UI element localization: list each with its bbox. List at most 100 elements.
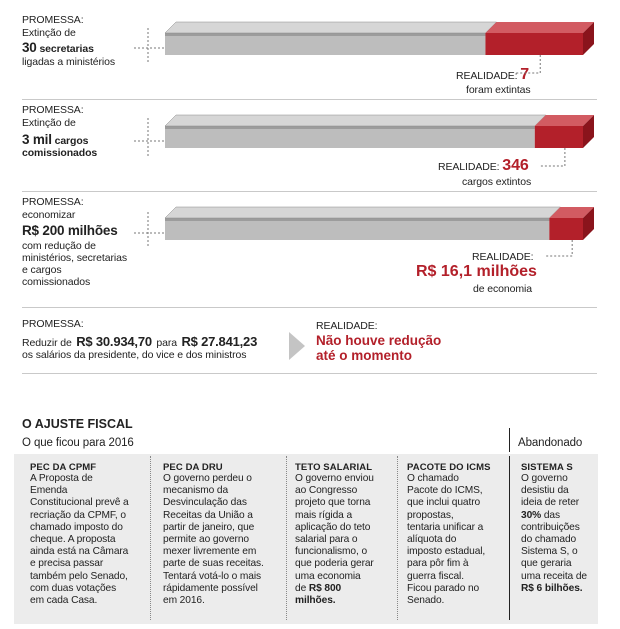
reality-bar-side-3 [583, 207, 594, 240]
col-line: Pacote do ICMS, [407, 485, 483, 497]
col-line: mais rígida a [295, 509, 353, 521]
fiscal-col-sistema-s: SISTEMA S O governo desistiu da ideia de… [521, 462, 597, 595]
salary-reality-text: Não houve redução até o momento [316, 333, 441, 363]
reality-bar-2 [534, 126, 583, 148]
reality-bar-face-3 [549, 207, 594, 218]
arrow-right-icon [289, 332, 305, 360]
col-line: mexer livremente em [163, 546, 257, 558]
fiscal-col-icms: PACOTE DO ICMS O chamado Pacote do ICMS,… [407, 462, 507, 607]
divider [22, 191, 597, 192]
col-line-highlight: de R$ 800 [295, 583, 395, 595]
col-line: funcionalismo, o [295, 546, 368, 558]
salary-reality-label: REALIDADE: [316, 320, 378, 332]
col-line: tentaria unificar a [407, 521, 484, 533]
col-line: mecanismo da [163, 485, 229, 497]
col-line: A Proposta de [30, 473, 93, 484]
divider [22, 373, 597, 374]
col-highlight: R$ 800 [308, 582, 342, 594]
col-highlight: 30% [521, 509, 542, 521]
promise3-label: PROMESSA: [22, 196, 84, 208]
divider [22, 99, 597, 100]
col-line: propostas, [407, 509, 454, 521]
salary-from: R$ 30.934,70 [76, 334, 152, 349]
col-line: partir de janeiro, que [163, 521, 255, 533]
col-line: desistiu da [521, 485, 569, 497]
salary-reality-line1: Não houve redução [316, 333, 442, 348]
col-line: O governo enviou [295, 473, 374, 484]
col-line: que poderia gerar [295, 558, 374, 570]
col-line: Sistema S, o [521, 546, 578, 558]
promise1-line1: Extinção de [22, 27, 76, 39]
col-line: milhões. [295, 595, 336, 607]
col-line: Receitas da União a [163, 509, 253, 521]
promise-bar-top-1 [165, 33, 486, 36]
fiscal-col-dru: PEC DA DRU O governo perdeu o mecanismo … [163, 462, 285, 607]
fiscal-col-teto: TETO SALARIAL O governo enviou ao Congre… [295, 462, 395, 607]
col-title: PEC DA CPMF [30, 462, 97, 473]
reality-leader-3 [546, 240, 573, 257]
col-line: recriação da CPMF, o [30, 509, 126, 521]
promise-bar-face-3 [164, 206, 561, 219]
promise3-line3: com redução de [22, 240, 96, 252]
col-line: em 2016. [163, 595, 205, 607]
col-line: permite ao governo [163, 534, 249, 546]
col-text: das [543, 509, 560, 521]
col-line: Senado. [407, 595, 445, 607]
divider [22, 307, 597, 308]
salary-main: Reduzir de R$ 30.934,70 para R$ 27.841,2… [22, 333, 257, 351]
col-line: rápidamente possível [163, 582, 258, 594]
divider [509, 456, 510, 620]
col-line-highlight: 30% das [521, 510, 597, 522]
col-line: que geraria [521, 558, 572, 570]
reality2: REALIDADE: 346 [438, 157, 529, 174]
promise2-main: 3 mil cargos [22, 131, 89, 149]
promise1-main: 30 secretarias [22, 40, 94, 55]
col-line: Desvinculação das [163, 497, 247, 509]
col-line: uma receita de [521, 570, 587, 582]
col-line: para pôr fim à [407, 558, 469, 570]
promise-bar-3 [165, 218, 550, 240]
reality3-value: R$ 16,1 milhões [416, 263, 537, 280]
promise1-line3: ligadas a ministérios [22, 56, 116, 68]
abandoned-label: Abandonado [518, 437, 583, 449]
col-line: parte de suas receitas. [163, 558, 264, 570]
col-title: PEC DA DRU [163, 462, 223, 473]
col-line: uma economia [295, 570, 361, 582]
col-line: chamado imposto do [30, 521, 123, 533]
col-line: contribuições [521, 521, 580, 533]
col-title: TETO SALARIAL [295, 462, 373, 473]
salary-line2: os salários da presidente, do vice e dos… [22, 349, 247, 361]
reality-bar-1 [485, 33, 583, 55]
col-line: Emenda [30, 485, 68, 497]
salary-reality-line2: até o momento [316, 348, 413, 363]
salary-to: R$ 27.841,23 [181, 334, 258, 349]
salary-label: PROMESSA: [22, 318, 84, 330]
col-title: PACOTE DO ICMS [407, 462, 491, 473]
reality2-value: 346 [502, 157, 529, 174]
fiscal-col-cpmf: PEC DA CPMF A Proposta de Emenda Constit… [30, 462, 148, 607]
col-text: de [295, 582, 309, 594]
reality1: REALIDADE: 7 [456, 67, 529, 83]
col-line: O governo [521, 473, 568, 484]
reality-bar-face-2 [534, 115, 594, 126]
reality1-label: REALIDADE: [456, 70, 518, 82]
promise3-line1: economizar [22, 209, 76, 221]
divider [286, 456, 287, 620]
reality-bar-face-1 [485, 22, 594, 33]
promise3-big: R$ 200 milhões [22, 223, 118, 238]
promise2-label: PROMESSA: [22, 104, 84, 116]
col-line: Constitucional prevê a [30, 497, 129, 509]
promise3-line6: comissionados [22, 276, 91, 288]
col-line: do chamado [521, 534, 577, 546]
col-line: Tentará votá-lo o mais [163, 570, 262, 582]
promise2-big: 3 mil [22, 132, 52, 147]
promise1-suffix: secretarias [36, 43, 94, 55]
col-line: guerra fiscal. [407, 570, 464, 582]
reality2-note: cargos extintos [462, 176, 532, 188]
reality-bar-3 [549, 218, 583, 240]
col-line: R$ 6 bilhões. [521, 582, 583, 594]
col-line: ao Congresso [295, 485, 358, 497]
col-line: também pelo Senado, [30, 570, 128, 582]
reality3-label: REALIDADE: [472, 251, 534, 263]
promise1-label: PROMESSA: [22, 14, 84, 26]
